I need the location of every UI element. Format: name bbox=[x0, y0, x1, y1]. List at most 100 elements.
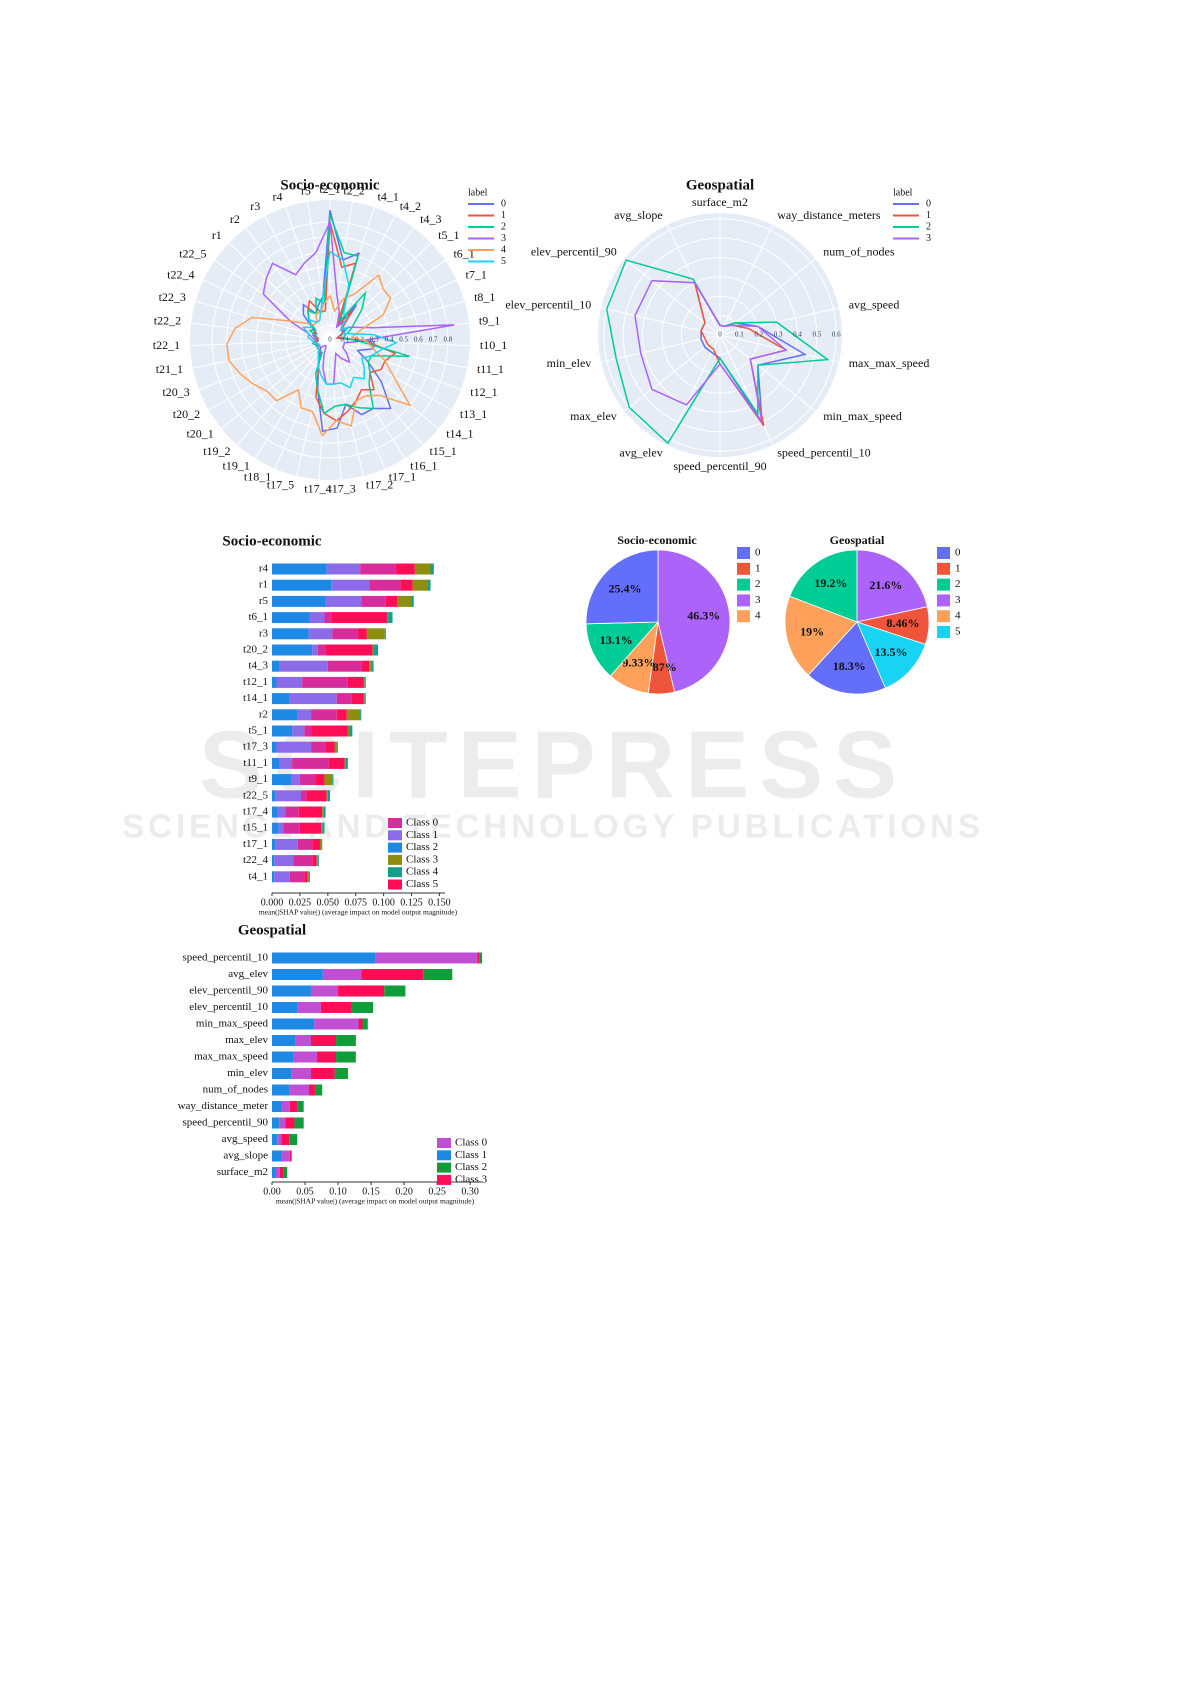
slice-label: 9.33% bbox=[622, 656, 655, 670]
bar-segment bbox=[272, 838, 276, 850]
axis-label: t4_1 bbox=[378, 189, 399, 203]
legend-swatch bbox=[737, 547, 750, 559]
axis-label: t17_4 bbox=[304, 481, 331, 495]
bar-segment bbox=[375, 952, 478, 964]
legend-label: Class 0 bbox=[455, 1137, 488, 1149]
y-tick-label: t6_1 bbox=[248, 611, 268, 623]
radial-tick-label: 0.2 bbox=[754, 331, 763, 339]
y-tick-label: t17_4 bbox=[243, 806, 269, 818]
axis-label: max_max_speed bbox=[849, 356, 930, 370]
axis-label: r2 bbox=[230, 212, 240, 226]
bar-segment bbox=[272, 660, 280, 672]
legend-label: 0 bbox=[755, 547, 761, 559]
bar-segment bbox=[347, 676, 364, 688]
bar-segment bbox=[326, 563, 361, 575]
x-tick-label: 0.000 bbox=[261, 897, 284, 908]
bar-segment bbox=[414, 563, 431, 575]
axis-label: min_elev bbox=[547, 356, 592, 370]
axis-label: r4 bbox=[272, 189, 282, 203]
legend-swatch bbox=[737, 594, 750, 607]
axis-label: speed_percentil_90 bbox=[673, 459, 766, 473]
y-tick-label: t4_3 bbox=[248, 660, 268, 672]
bar-segment bbox=[479, 952, 482, 964]
bar-segment bbox=[281, 1150, 290, 1162]
bar-segment bbox=[278, 822, 284, 834]
axis-label: t2_1 bbox=[319, 182, 340, 196]
bar-segment bbox=[311, 709, 337, 721]
bar-segment bbox=[332, 774, 334, 786]
axis-label: avg_slope bbox=[614, 208, 663, 222]
axis-label: surface_m2 bbox=[692, 195, 748, 209]
bar-segment bbox=[385, 595, 398, 607]
bar-segment bbox=[272, 774, 291, 786]
spoke bbox=[624, 334, 721, 412]
bar-segment bbox=[281, 1101, 290, 1112]
y-tick-label: r5 bbox=[259, 595, 269, 607]
x-tick-label: 0.15 bbox=[362, 1186, 380, 1197]
axis-label: way_distance_meters bbox=[777, 208, 881, 222]
bar-segment bbox=[309, 612, 325, 624]
spoke bbox=[296, 339, 331, 477]
legend-label: 1 bbox=[955, 562, 961, 574]
bar-segment bbox=[384, 985, 406, 997]
bar-segment bbox=[326, 790, 328, 802]
slice-label: 46.3% bbox=[687, 608, 720, 622]
axis-label: t22_1 bbox=[153, 338, 180, 352]
bar-segment bbox=[351, 693, 364, 705]
bar-segment bbox=[310, 1035, 337, 1046]
legend-label: Class 4 bbox=[406, 866, 439, 878]
pie-slice bbox=[789, 549, 858, 623]
axis-label: t11_1 bbox=[477, 362, 504, 376]
bar-segment bbox=[321, 838, 323, 850]
bar-segment bbox=[272, 595, 326, 607]
spoke bbox=[190, 339, 331, 347]
bar-segment bbox=[291, 1068, 311, 1079]
bar-segment bbox=[477, 952, 480, 964]
bar-segment bbox=[322, 822, 325, 834]
bar-segment bbox=[292, 725, 305, 737]
bar-segment bbox=[325, 741, 335, 753]
bar-segment bbox=[308, 1084, 315, 1096]
bar-segment bbox=[283, 1167, 288, 1178]
spoke bbox=[329, 339, 424, 446]
legend-label: 3 bbox=[501, 233, 506, 244]
bar-segment bbox=[322, 969, 362, 980]
bar-segment bbox=[293, 855, 313, 867]
x-tick-label: 0.20 bbox=[395, 1186, 413, 1197]
radial-tick-label: 0.2 bbox=[355, 336, 364, 344]
legend-title: label bbox=[468, 187, 488, 198]
bar-segment bbox=[314, 1084, 323, 1096]
axis-label: t2_2 bbox=[343, 184, 364, 198]
axis-label: t17_5 bbox=[267, 477, 294, 491]
bar-segment bbox=[272, 1101, 282, 1112]
bar-segment bbox=[317, 644, 326, 656]
y-tick-label: speed_percentil_10 bbox=[182, 952, 268, 964]
chart-title: Socio-economic bbox=[617, 533, 697, 547]
radial-tick-label: 0.3 bbox=[370, 336, 379, 344]
axis-label: t17_2 bbox=[366, 477, 393, 491]
y-tick-label: avg_speed bbox=[222, 1133, 269, 1145]
bar-segment bbox=[423, 969, 453, 980]
bar-segment bbox=[311, 741, 326, 753]
bar-segment bbox=[279, 757, 293, 769]
bar-segment bbox=[274, 871, 290, 883]
legend-label: 2 bbox=[955, 578, 961, 590]
y-tick-label: t14_1 bbox=[243, 692, 268, 704]
bar-segment bbox=[317, 855, 319, 867]
y-tick-label: min_elev bbox=[227, 1067, 268, 1079]
bar-segment bbox=[272, 1018, 315, 1030]
bar-segment bbox=[336, 741, 338, 753]
axis-label: t22_5 bbox=[179, 247, 206, 261]
axis-label: t22_4 bbox=[167, 267, 194, 281]
bar-segment bbox=[349, 725, 353, 737]
bar-segment bbox=[327, 790, 331, 802]
legend-label: Class 3 bbox=[406, 853, 439, 865]
radial-tick-label: 0 bbox=[328, 336, 332, 344]
legend-swatch bbox=[737, 610, 750, 623]
bar-segment bbox=[346, 709, 361, 721]
legend-swatch bbox=[737, 562, 750, 575]
y-tick-label: max_elev bbox=[225, 1034, 268, 1046]
bar-segment bbox=[360, 709, 362, 721]
y-tick-label: max_max_speed bbox=[194, 1051, 268, 1063]
